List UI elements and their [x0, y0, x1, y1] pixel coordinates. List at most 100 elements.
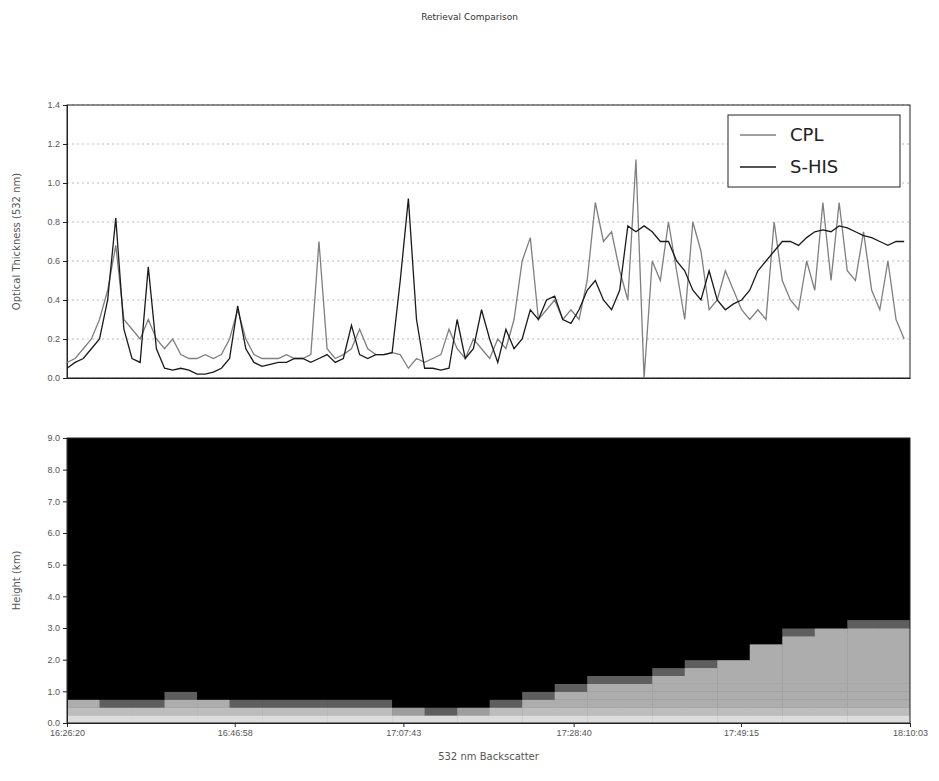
tick-label: 0.4 [47, 295, 60, 305]
heatmap-cell [457, 660, 490, 668]
heatmap-cell [295, 699, 328, 707]
heatmap-cell [165, 628, 198, 636]
tick: 0.6 [47, 256, 67, 266]
heatmap-cell [555, 628, 588, 636]
heatmap-cell [425, 715, 458, 723]
tick-label: 5.0 [47, 560, 60, 570]
heatmap-cell [652, 683, 685, 691]
heatmap-cell [815, 660, 848, 668]
heatmap-cell [132, 644, 165, 652]
plot-area [67, 160, 904, 378]
heatmap-cell [880, 683, 910, 691]
tick: 5.0 [47, 560, 67, 570]
heatmap-cell [100, 707, 133, 715]
tick-mark [63, 144, 67, 145]
heatmap-cell [67, 644, 100, 652]
heatmap-cell [360, 644, 393, 652]
y-axis-title: Optical Thickness (532 nm) [11, 173, 22, 310]
heatmap-cell [100, 636, 133, 644]
heatmap-cell [360, 691, 393, 699]
heatmap-cell [782, 620, 815, 628]
heatmap-cell [197, 715, 230, 723]
tick-mark [63, 105, 67, 106]
heatmap-cell [620, 691, 653, 699]
heatmap-cell [815, 691, 848, 699]
heatmap-cell [360, 636, 393, 644]
grid-line [67, 261, 910, 262]
heatmap-cell [880, 691, 910, 699]
heatmap-cell [652, 628, 685, 636]
heatmap-cell [295, 620, 328, 628]
tick-mark [63, 261, 67, 262]
heatmap-cell [620, 715, 653, 723]
tick-mark [741, 723, 742, 727]
heatmap-cell [132, 707, 165, 715]
tick: 17:28:40 [557, 723, 592, 738]
line [67, 160, 904, 378]
heatmap-cell [230, 620, 263, 628]
heatmap-cell [750, 676, 783, 684]
heatmap-cell [522, 683, 555, 691]
tick-label: 7.0 [47, 497, 60, 507]
heatmap-cell [522, 628, 555, 636]
heatmap-cell [262, 660, 295, 668]
plot-frame [67, 438, 910, 723]
tick: 1.4 [47, 100, 67, 110]
heatmap-cell [880, 620, 910, 628]
heatmap-cell [620, 668, 653, 676]
tick-mark [63, 628, 67, 629]
heatmap-cell [100, 668, 133, 676]
heatmap-cell [262, 644, 295, 652]
legend-swatch [740, 134, 776, 136]
heatmap-cell [880, 668, 910, 676]
heatmap-cell [327, 668, 360, 676]
heatmap-cell [555, 715, 588, 723]
heatmap-cell [67, 660, 100, 668]
heatmap-cell [165, 715, 198, 723]
legend-label: S-HIS [790, 156, 838, 177]
heatmap-cell [197, 691, 230, 699]
tick: 17:07:43 [386, 723, 421, 738]
heatmap-cell [750, 699, 783, 707]
heatmap-cell [425, 636, 458, 644]
heatmap-cell [457, 691, 490, 699]
tick: 18:10:03 [893, 723, 928, 738]
heatmap-cell [717, 683, 750, 691]
heatmap-cell [100, 628, 133, 636]
heatmap-cell [132, 636, 165, 644]
heatmap-cell [262, 676, 295, 684]
heatmap-cell [67, 691, 100, 699]
heatmap-cell [652, 620, 685, 628]
tick-mark [63, 339, 67, 340]
heatmap-cell [100, 715, 133, 723]
heatmap-cell [165, 620, 198, 628]
heatmap-cell [620, 707, 653, 715]
tick-mark [63, 501, 67, 502]
heatmap-cell [620, 636, 653, 644]
heatmap-cell [587, 652, 620, 660]
heatmap-cell [685, 683, 718, 691]
heatmap-cell [847, 707, 880, 715]
heatmap-cell [165, 660, 198, 668]
heatmap-cell [847, 636, 880, 644]
heatmap-cell [522, 660, 555, 668]
heatmap-cell [295, 683, 328, 691]
heatmap-cell [652, 644, 685, 652]
heatmap-cell [67, 668, 100, 676]
heatmap-cell [262, 683, 295, 691]
heatmap-cell [750, 715, 783, 723]
heatmap-cell [327, 620, 360, 628]
heatmap-cell [327, 644, 360, 652]
heatmap-cell [262, 691, 295, 699]
tick-mark [63, 438, 67, 439]
heatmap-cell [132, 628, 165, 636]
heatmap-cell [815, 668, 848, 676]
heatmap-cell [815, 699, 848, 707]
heatmap-cell [490, 715, 523, 723]
heatmap-cell [750, 620, 783, 628]
tick-mark [63, 222, 67, 223]
heatmap-cell [620, 652, 653, 660]
heatmap-cell [392, 691, 425, 699]
y-axis: 0.00.20.40.60.81.01.21.4 [47, 100, 67, 383]
heatmap-cell [847, 620, 880, 628]
